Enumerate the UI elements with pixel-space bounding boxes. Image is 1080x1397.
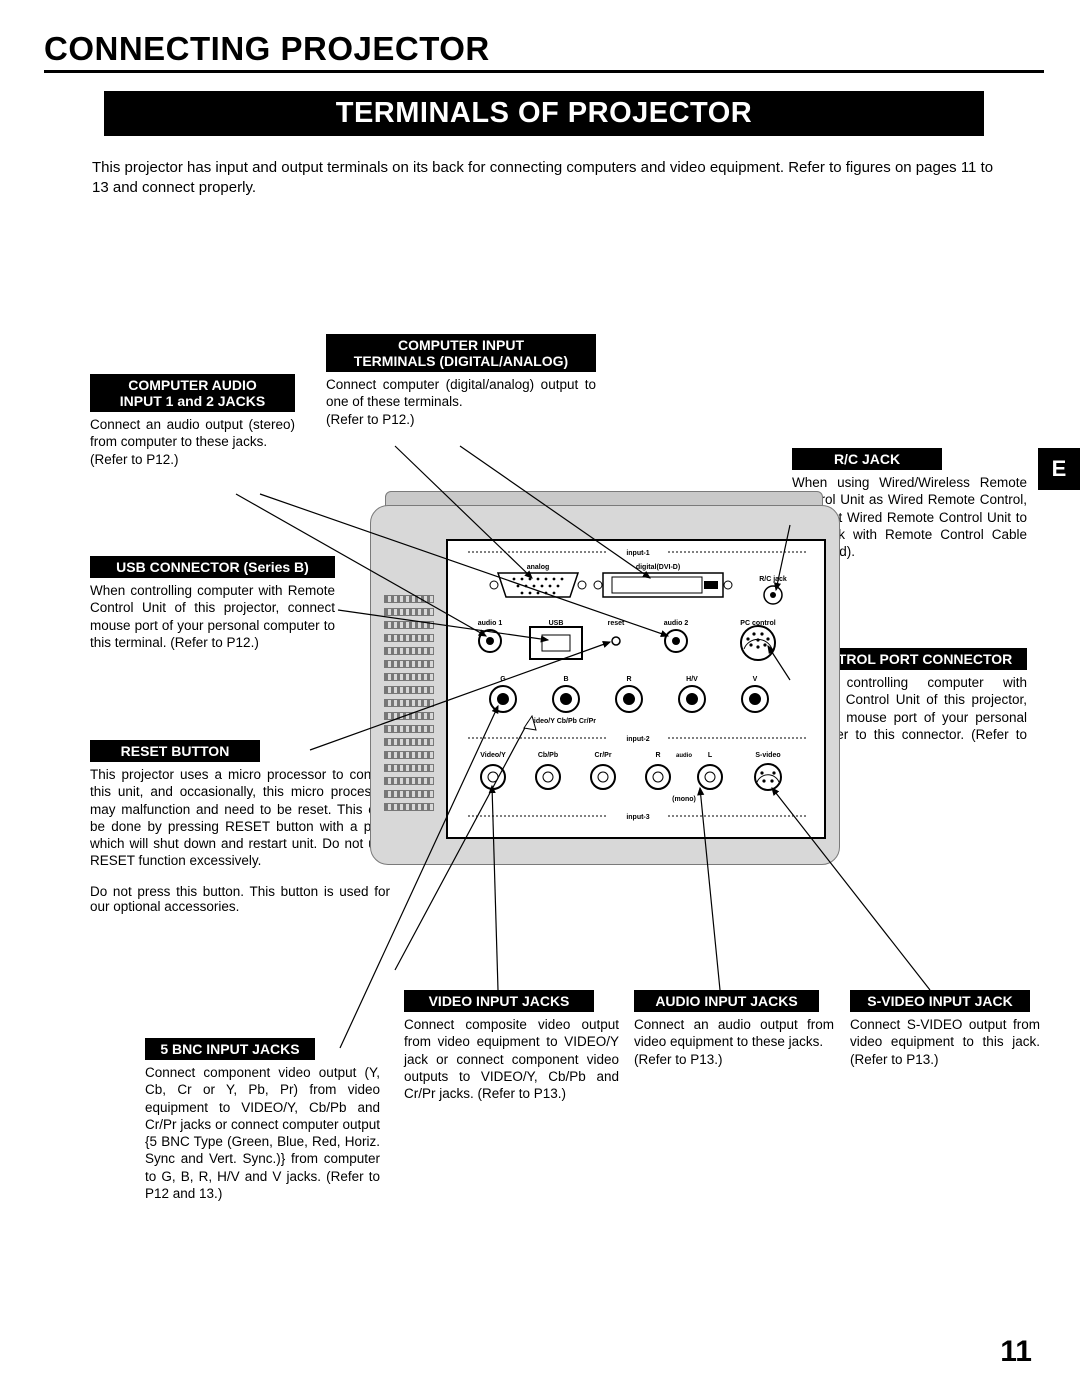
- reset-header: RESET BUTTON: [90, 740, 260, 762]
- svg-text:input-2: input-2: [626, 736, 649, 743]
- svg-text:R: R: [626, 676, 631, 683]
- svg-text:G: G: [500, 676, 506, 683]
- terminal-panel-svg: input-1 analog digital(DVI-D) R/C jack: [448, 541, 828, 841]
- intro-text: This projector has input and output term…: [92, 158, 996, 199]
- svideo-header: S-VIDEO INPUT JACK: [850, 990, 1030, 1012]
- comp-input-header: COMPUTER INPUTTERMINALS (DIGITAL/ANALOG): [326, 334, 596, 372]
- svg-text:Cr/Pr: Cr/Pr: [594, 752, 611, 759]
- audio-body: Connect an audio output from video equip…: [634, 1016, 834, 1068]
- page-title: CONNECTING PROJECTOR: [44, 30, 1044, 73]
- svg-text:audio 2: audio 2: [664, 620, 689, 627]
- projector-diagram: input-1 analog digital(DVI-D) R/C jack: [330, 505, 875, 875]
- svg-text:Video/Y: Video/Y: [480, 752, 506, 759]
- comp-audio-body: Connect an audio output (stereo) from co…: [90, 416, 295, 468]
- svg-text:USB: USB: [549, 620, 564, 627]
- svg-text:Cb/Pb: Cb/Pb: [538, 752, 558, 759]
- svg-text:video/Y Cb/Pb Cr/Pr: video/Y Cb/Pb Cr/Pr: [530, 718, 596, 725]
- comp-input-body: Connect computer (digital/analog) output…: [326, 376, 596, 428]
- svg-text:L: L: [708, 752, 713, 759]
- rc-jack-header: R/C JACK: [792, 448, 942, 470]
- svideo-body: Connect S-VIDEO output from video equipm…: [850, 1016, 1040, 1068]
- svg-text:input-3: input-3: [626, 814, 649, 821]
- svg-text:H/V: H/V: [686, 676, 698, 683]
- bnc-body: Connect component video output (Y, Cb, C…: [145, 1064, 380, 1202]
- svg-text:R/C jack: R/C jack: [759, 576, 787, 583]
- svg-text:S-video: S-video: [755, 752, 780, 759]
- side-tab: E: [1038, 448, 1080, 490]
- svg-text:B: B: [563, 676, 568, 683]
- svg-text:audio: audio: [676, 753, 692, 759]
- section-title: TERMINALS OF PROJECTOR: [104, 91, 984, 136]
- svg-text:R: R: [655, 752, 660, 759]
- svg-text:digital(DVI-D): digital(DVI-D): [636, 564, 680, 571]
- svg-text:reset: reset: [608, 620, 625, 627]
- reset-note: Do not press this button. This button is…: [90, 884, 390, 914]
- usb-body: When controlling computer with Remote Co…: [90, 582, 335, 651]
- svg-text:audio 1: audio 1: [478, 620, 503, 627]
- svg-text:V: V: [753, 676, 758, 683]
- svg-text:(mono): (mono): [672, 796, 696, 803]
- page-number: 11: [1000, 1335, 1032, 1369]
- video-header: VIDEO INPUT JACKS: [404, 990, 594, 1012]
- svg-text:analog: analog: [527, 564, 550, 571]
- bnc-header: 5 BNC INPUT JACKS: [145, 1038, 315, 1060]
- usb-header: USB CONNECTOR (Series B): [90, 556, 335, 578]
- video-body: Connect composite video output from vide…: [404, 1016, 619, 1102]
- svg-text:input-1: input-1: [626, 550, 649, 557]
- comp-audio-header: COMPUTER AUDIOINPUT 1 and 2 JACKS: [90, 374, 295, 412]
- audio-header: AUDIO INPUT JACKS: [634, 990, 819, 1012]
